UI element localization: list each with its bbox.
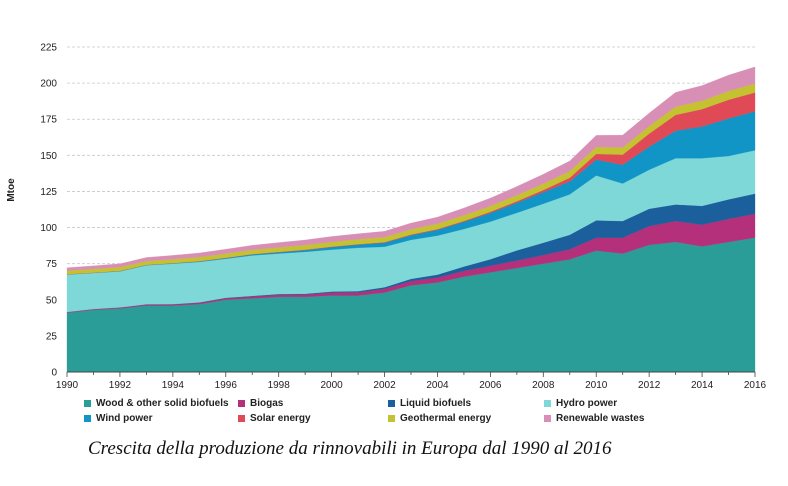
y-tick-label: 125 bbox=[40, 187, 57, 198]
legend-label: Biogas bbox=[250, 398, 284, 409]
legend-label: Hydro power bbox=[556, 398, 618, 409]
legend-swatch bbox=[388, 415, 395, 422]
y-axis-label: Mtoe bbox=[6, 178, 17, 202]
x-tick-label: 2010 bbox=[585, 380, 608, 391]
x-tick-label: 2000 bbox=[320, 380, 343, 391]
legend-swatch bbox=[84, 400, 91, 407]
legend-label: Solar energy bbox=[250, 413, 311, 424]
legend-swatch bbox=[238, 400, 245, 407]
x-tick-label: 1998 bbox=[268, 380, 291, 391]
axes: 0 25 50 75 100 125 150 175 200 225 1990 1992 1994 199… bbox=[40, 43, 766, 392]
y-tick-label: 225 bbox=[40, 43, 57, 54]
y-tick-label: 50 bbox=[46, 295, 58, 306]
x-tick-label: 2004 bbox=[426, 380, 449, 391]
legend-label: Renewable wastes bbox=[556, 413, 645, 424]
x-tick-label: 1992 bbox=[109, 380, 132, 391]
area-renewable-wastes bbox=[66, 66, 756, 271]
x-tick-label: 2008 bbox=[532, 380, 555, 391]
legend-label: Wood & other solid biofuels bbox=[96, 398, 229, 409]
legend-item-solar-energy: Solar energy bbox=[238, 413, 388, 424]
x-tick-label: 2006 bbox=[479, 380, 502, 391]
x-tick-label: 2016 bbox=[744, 380, 767, 391]
legend-item-wood-other-solid-biofuels: Wood & other solid biofuels bbox=[84, 398, 238, 409]
legend-label: Wind power bbox=[96, 413, 153, 424]
legend-item-biogas: Biogas bbox=[238, 398, 388, 409]
stacked-area-chart: 0 25 50 75 100 125 150 175 200 225 1990 1992 1994 199… bbox=[6, 43, 767, 392]
x-tick-label: 2014 bbox=[691, 380, 714, 391]
legend-item-geothermal-energy: Geothermal energy bbox=[388, 413, 544, 424]
x-tick-label: 2002 bbox=[373, 380, 396, 391]
legend: Wood & other solid biofuels Biogas Liquid … bbox=[84, 398, 704, 424]
y-tick-label: 200 bbox=[40, 79, 57, 90]
y-tick-label: 25 bbox=[46, 331, 58, 342]
legend-swatch bbox=[544, 415, 551, 422]
legend-label: Liquid biofuels bbox=[400, 398, 472, 409]
legend-item-wind-power: Wind power bbox=[84, 413, 238, 424]
x-tick-label: 2012 bbox=[638, 380, 661, 391]
x-tick-label: 1994 bbox=[162, 380, 185, 391]
legend-swatch bbox=[84, 415, 91, 422]
y-tick-label: 75 bbox=[46, 259, 58, 270]
chart-caption: Crescita della produzione da rinnovabili… bbox=[88, 438, 612, 459]
legend-swatch bbox=[544, 400, 551, 407]
legend-item-renewable-wastes: Renewable wastes bbox=[544, 413, 694, 424]
area-series bbox=[66, 66, 756, 373]
legend-item-liquid-biofuels: Liquid biofuels bbox=[388, 398, 544, 409]
legend-swatch bbox=[238, 415, 245, 422]
y-tick-label: 100 bbox=[40, 223, 57, 234]
legend-swatch bbox=[388, 400, 395, 407]
x-tick-label: 1990 bbox=[56, 380, 79, 391]
y-tick-label: 0 bbox=[51, 368, 57, 379]
legend-label: Geothermal energy bbox=[400, 413, 492, 424]
legend-item-hydro-power: Hydro power bbox=[544, 398, 694, 409]
x-tick-label: 1996 bbox=[215, 380, 238, 391]
y-tick-label: 150 bbox=[40, 151, 57, 162]
y-tick-label: 175 bbox=[40, 115, 57, 126]
